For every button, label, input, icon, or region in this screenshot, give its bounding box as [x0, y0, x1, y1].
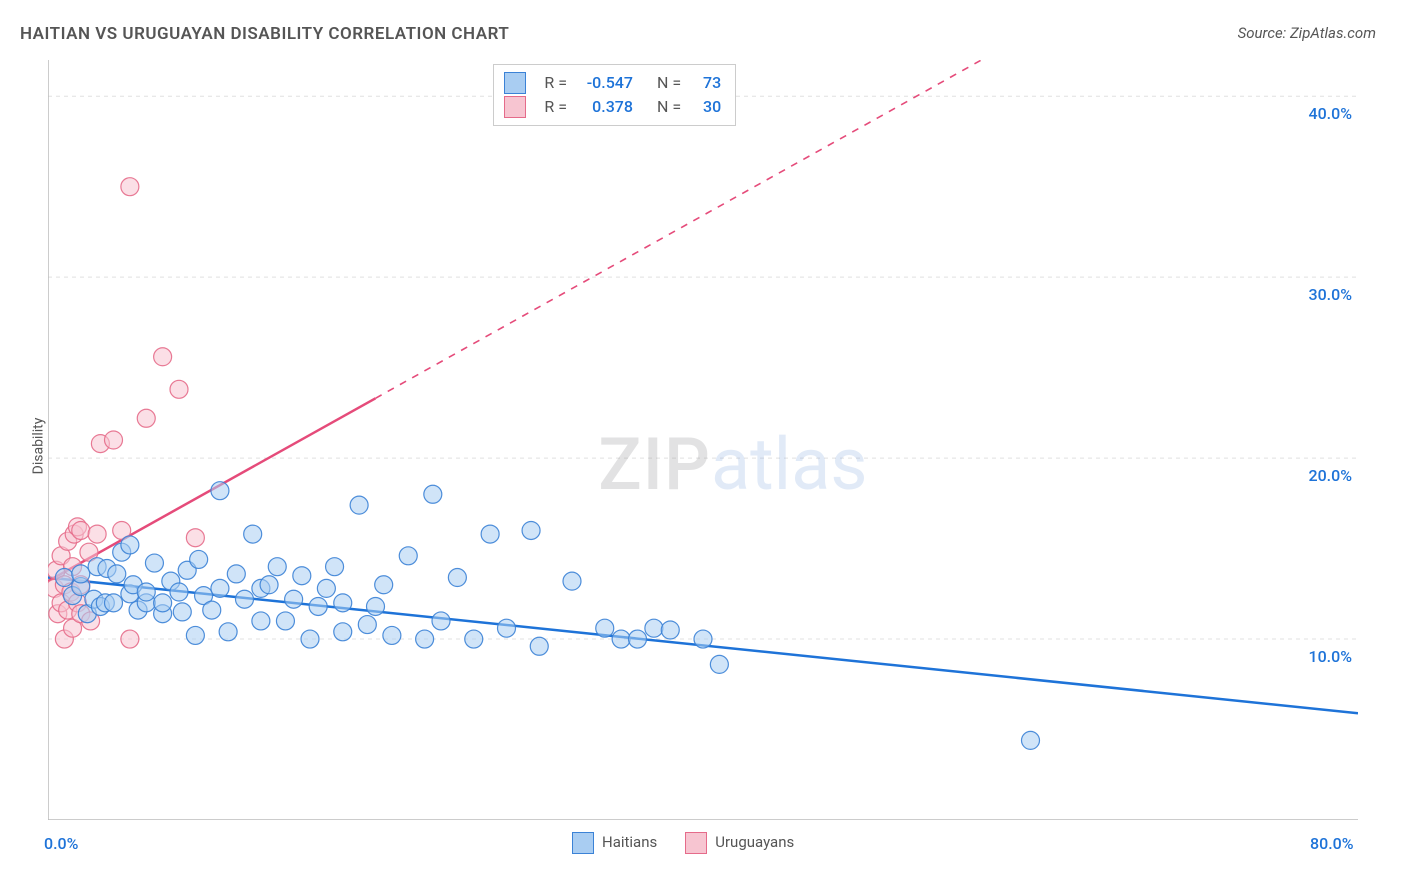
series-swatch	[504, 72, 526, 94]
legend-label: Uruguayans	[715, 833, 794, 851]
x-axis-legend: Haitians Uruguayans	[572, 832, 794, 854]
series-swatch	[504, 96, 526, 118]
stat-n-value: 30	[691, 95, 721, 119]
stat-label: N =	[657, 71, 681, 95]
y-tick-label: 20.0%	[1308, 466, 1352, 485]
scatter-plot	[48, 60, 1358, 820]
chart-title: HAITIAN VS URUGUAYAN DISABILITY CORRELAT…	[20, 24, 509, 44]
x-axis-min-label: 0.0%	[44, 834, 78, 853]
stat-r-value: -0.547	[577, 71, 633, 95]
legend-swatch	[572, 832, 594, 854]
stat-r-value: 0.378	[577, 95, 633, 119]
stat-label: R =	[544, 71, 567, 95]
stats-legend-box: R = -0.547 N = 73 R = 0.378 N = 30	[493, 64, 736, 126]
y-tick-label: 10.0%	[1308, 647, 1352, 666]
x-axis-max-label: 80.0%	[1310, 834, 1354, 853]
legend-item: Haitians	[572, 832, 657, 854]
y-tick-label: 40.0%	[1308, 104, 1352, 123]
stat-n-value: 73	[691, 71, 721, 95]
chart-area: ZIPatlas R =-0.547N =73R =0.378N =30 10.…	[48, 60, 1358, 820]
stat-label: N =	[657, 95, 681, 119]
y-axis-label: Disability	[30, 418, 46, 475]
source-attribution: Source: ZipAtlas.com	[1238, 24, 1376, 42]
stats-row: R = 0.378 N = 30	[504, 95, 721, 119]
legend-label: Haitians	[602, 833, 657, 851]
stats-row: R = -0.547 N = 73	[504, 71, 721, 95]
legend-item: Uruguayans	[685, 832, 794, 854]
stat-label: R =	[544, 95, 567, 119]
legend-swatch	[685, 832, 707, 854]
y-tick-label: 30.0%	[1308, 285, 1352, 304]
